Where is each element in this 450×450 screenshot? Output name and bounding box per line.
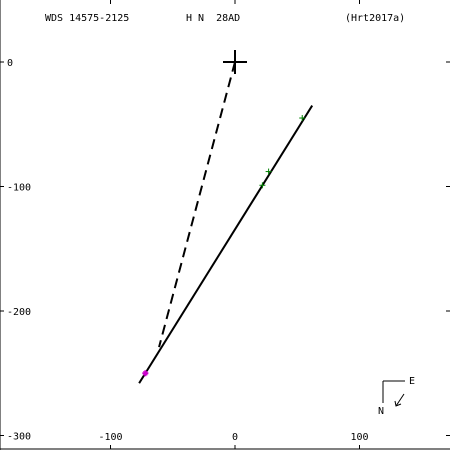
y-tick-label: -200 [7, 307, 31, 318]
y-tick-label: -100 [7, 183, 31, 194]
x-tick-label: -100 [98, 432, 122, 443]
wds-id: WDS 14575-2125 [45, 13, 129, 24]
orbit-path [138, 105, 314, 384]
compass: E N [378, 376, 415, 417]
motion-arrow-head [394, 400, 402, 407]
plot-series [138, 50, 314, 384]
y-tick-label: -300 [7, 432, 31, 443]
motion-arrow-shaft [395, 393, 405, 407]
y-tick-label: 0 [7, 58, 13, 69]
first-observation-d2 [143, 370, 148, 376]
x-tick-label: 100 [350, 432, 368, 443]
axis-tick-labels: -100 0 100 0 -100 -200 -300 [7, 58, 369, 443]
discoverer-designation: H N 28AD [186, 13, 240, 24]
reference-code: (Hrt2017a) [345, 13, 405, 24]
line-of-nodes [158, 61, 236, 348]
x-tick-label: 0 [232, 432, 238, 443]
compass-east-label: E [409, 376, 415, 387]
compass-north-label: N [378, 406, 384, 417]
